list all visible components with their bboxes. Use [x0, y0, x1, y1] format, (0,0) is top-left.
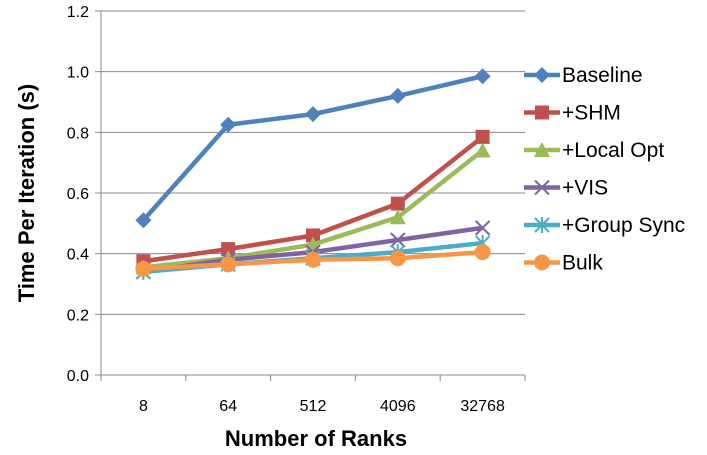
series-marker-circle	[135, 260, 152, 277]
series-marker-square	[475, 129, 490, 144]
legend: Baseline +SHM +Local Opt +VIS +Group Sync Bul…	[524, 64, 685, 275]
y-tick-label: 0.4	[67, 247, 89, 264]
x-tick-label: 64	[219, 398, 237, 415]
series-group	[135, 68, 491, 280]
series-marker-circle	[534, 254, 550, 271]
legend-item: +Local Opt	[524, 139, 664, 162]
legend-label: +Group Sync	[562, 214, 685, 237]
y-tick-label: 0.8	[67, 125, 89, 142]
legend-item: Baseline	[524, 64, 643, 87]
gridlines	[101, 10, 525, 315]
x-tick-label: 8	[139, 398, 148, 415]
series-marker-triangle	[389, 209, 406, 225]
series-marker-circle	[474, 244, 491, 261]
series-marker-circle	[220, 256, 237, 273]
series-shm	[136, 129, 490, 269]
series-marker-diamond	[474, 68, 491, 85]
series-marker-x	[474, 220, 491, 236]
legend-item: Bulk	[524, 252, 603, 275]
y-tick-label: 0.0	[67, 368, 89, 385]
series-marker-x	[534, 179, 550, 196]
series-marker-square	[221, 242, 236, 257]
series-marker-diamond	[389, 87, 406, 104]
series-marker-diamond	[220, 116, 237, 133]
legend-item: +Group Sync	[524, 214, 685, 237]
series-marker-circle	[389, 250, 406, 267]
series-marker-square	[535, 105, 549, 120]
series-baseline	[135, 68, 491, 229]
series-marker-x	[390, 232, 406, 248]
series-marker-star	[534, 217, 550, 233]
legend-item: +VIS	[524, 177, 608, 200]
legend-label: Baseline	[562, 64, 643, 87]
series-marker-diamond	[305, 106, 321, 123]
series-marker-diamond	[534, 67, 550, 83]
series-marker-triangle	[534, 142, 550, 157]
x-tick-label: 512	[300, 398, 327, 415]
y-tick-label: 1.2	[67, 4, 89, 21]
y-axis-title: Time Per Iteration (s)	[14, 84, 39, 302]
y-tick-label: 0.2	[67, 307, 89, 324]
x-axis-title: Number of Ranks	[225, 426, 407, 451]
legend-label: +VIS	[562, 177, 608, 200]
legend-label: Bulk	[562, 252, 603, 275]
x-tick-label: 32768	[460, 398, 505, 415]
y-tick-label: 0.6	[67, 186, 89, 203]
series-line	[141, 74, 484, 222]
axes: 0.0 0.2 0.4 0.6 0.8 1.0 1.2 8 64 512 4096 32768	[67, 4, 526, 415]
series-marker-square	[390, 196, 405, 211]
series-marker-diamond	[135, 212, 152, 229]
x-tick-label: 4096	[380, 398, 416, 415]
series-marker-square	[306, 228, 320, 243]
series-marker-triangle	[474, 142, 491, 158]
legend-label: +SHM	[562, 102, 621, 125]
series-marker-circle	[305, 251, 321, 268]
legend-item: +SHM	[524, 102, 621, 125]
legend-label: +Local Opt	[562, 139, 664, 162]
y-tick-label: 1.0	[67, 65, 89, 82]
series-bulk	[135, 244, 491, 277]
